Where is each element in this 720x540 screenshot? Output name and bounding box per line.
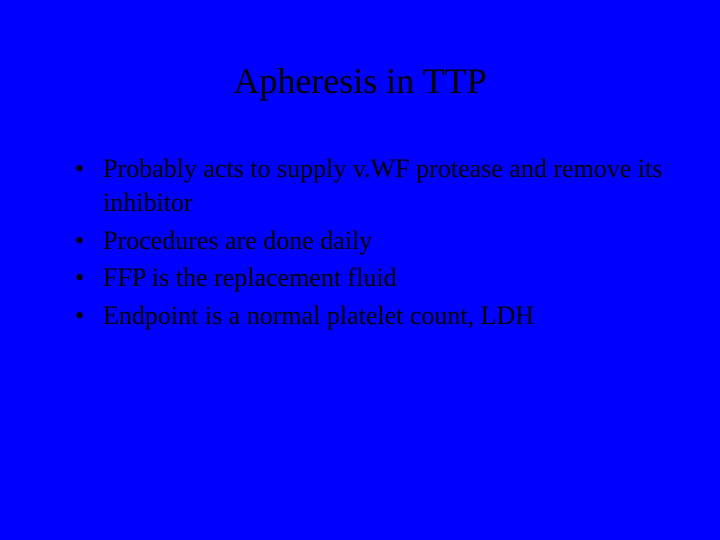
bullet-item: Endpoint is a normal platelet count, LDH bbox=[75, 299, 665, 333]
bullet-item: FFP is the replacement fluid bbox=[75, 261, 665, 295]
bullet-list: Probably acts to supply v.WF protease an… bbox=[55, 152, 665, 333]
bullet-item: Probably acts to supply v.WF protease an… bbox=[75, 152, 665, 220]
bullet-item: Procedures are done daily bbox=[75, 224, 665, 258]
slide-title: Apheresis in TTP bbox=[55, 60, 665, 102]
slide-container: Apheresis in TTP Probably acts to supply… bbox=[0, 0, 720, 540]
